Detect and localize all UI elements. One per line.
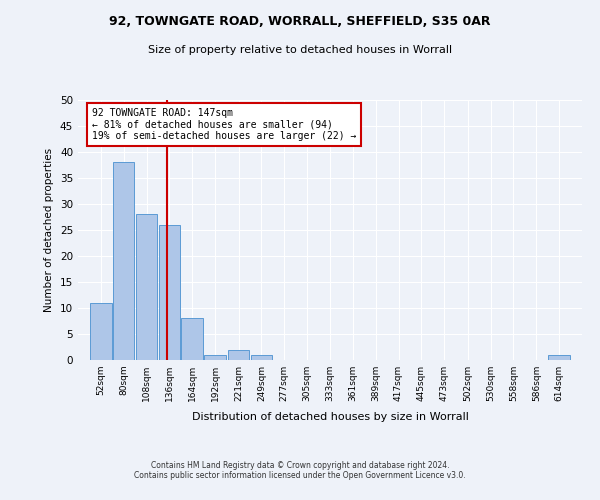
Bar bbox=[136, 214, 157, 360]
Y-axis label: Number of detached properties: Number of detached properties bbox=[44, 148, 55, 312]
Text: 92, TOWNGATE ROAD, WORRALL, SHEFFIELD, S35 0AR: 92, TOWNGATE ROAD, WORRALL, SHEFFIELD, S… bbox=[109, 15, 491, 28]
Bar bbox=[548, 355, 570, 360]
Bar bbox=[113, 162, 134, 360]
Text: Contains HM Land Registry data © Crown copyright and database right 2024.
Contai: Contains HM Land Registry data © Crown c… bbox=[134, 460, 466, 480]
Bar bbox=[251, 355, 272, 360]
Bar bbox=[204, 355, 226, 360]
Text: Size of property relative to detached houses in Worrall: Size of property relative to detached ho… bbox=[148, 45, 452, 55]
Bar bbox=[90, 303, 112, 360]
Bar bbox=[181, 318, 203, 360]
Text: 92 TOWNGATE ROAD: 147sqm
← 81% of detached houses are smaller (94)
19% of semi-d: 92 TOWNGATE ROAD: 147sqm ← 81% of detach… bbox=[92, 108, 356, 141]
Bar bbox=[158, 225, 180, 360]
X-axis label: Distribution of detached houses by size in Worrall: Distribution of detached houses by size … bbox=[191, 412, 469, 422]
Bar bbox=[228, 350, 250, 360]
